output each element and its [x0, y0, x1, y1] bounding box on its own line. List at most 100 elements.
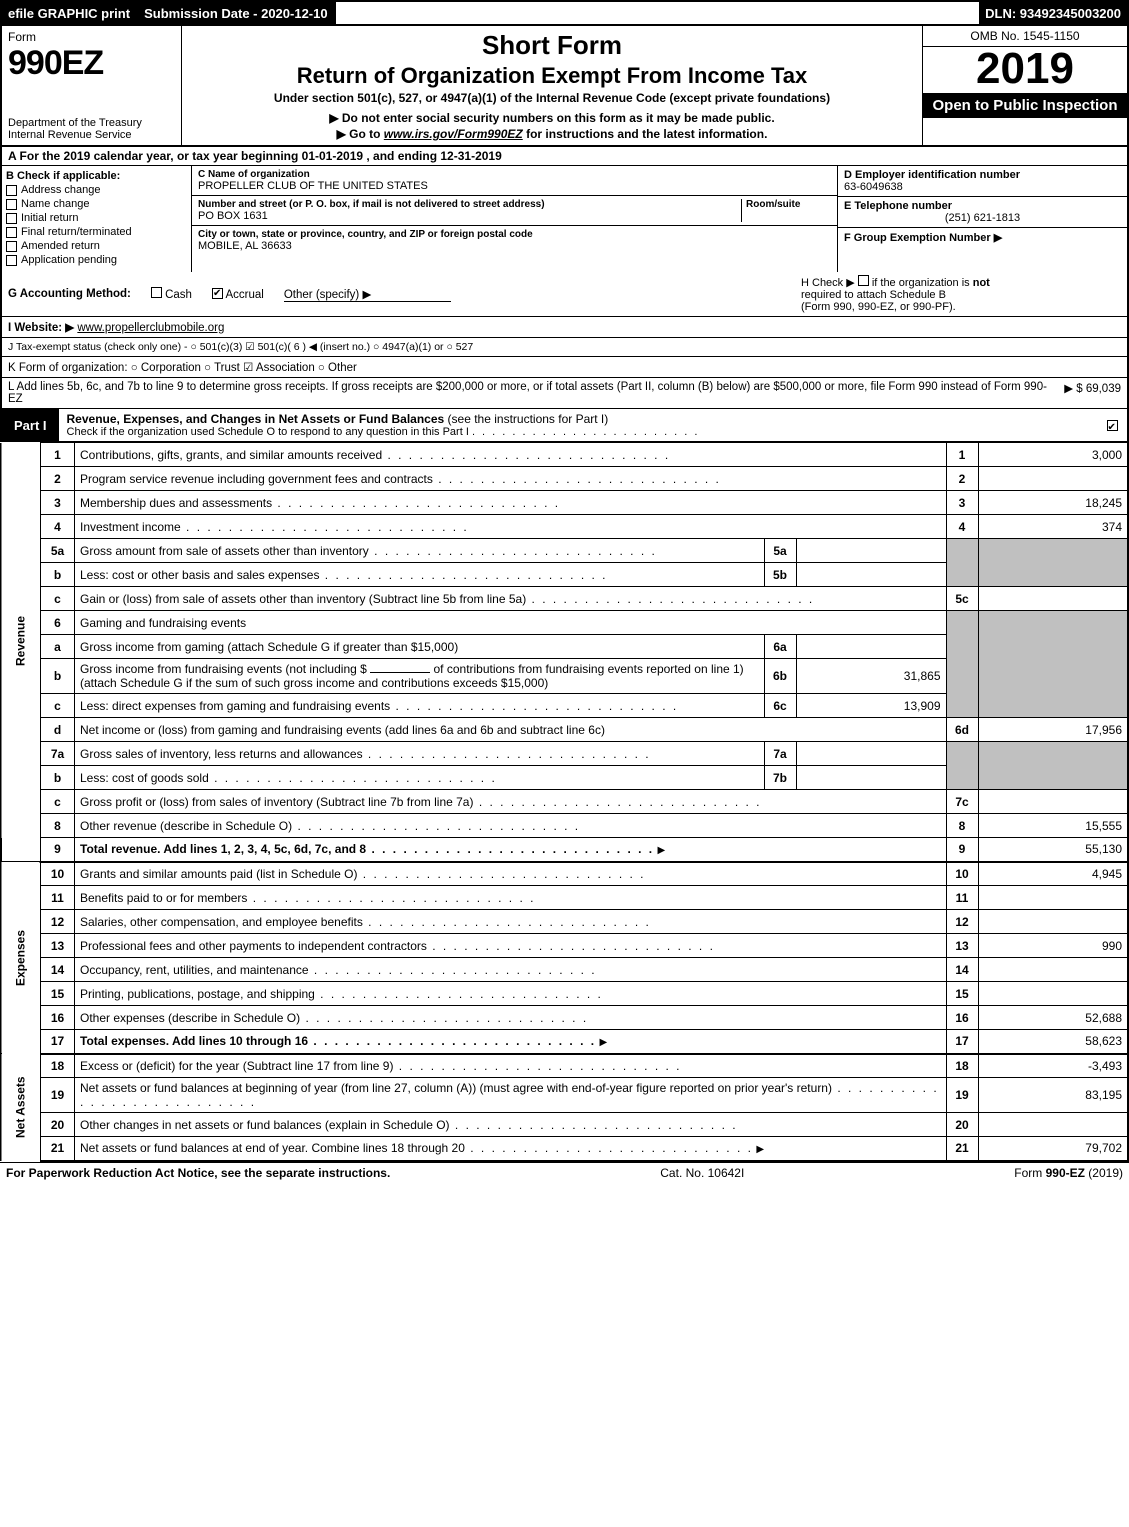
line-19: 19 Net assets or fund balances at beginn…	[1, 1078, 1128, 1113]
line-10: Expenses 10 Grants and similar amounts p…	[1, 862, 1128, 886]
line-2: 2 Program service revenue including gove…	[1, 467, 1128, 491]
line-17: 17 Total expenses. Add lines 10 through …	[1, 1030, 1128, 1054]
line-12: 12Salaries, other compensation, and empl…	[1, 910, 1128, 934]
org-name: PROPELLER CLUB OF THE UNITED STATES	[198, 180, 831, 192]
box-b: B Check if applicable: Address change Na…	[2, 166, 192, 272]
addr-label: Number and street (or P. O. box, if mail…	[198, 199, 741, 210]
chk-address-change[interactable]: Address change	[6, 184, 187, 196]
ein-value: 63-6049638	[844, 181, 1121, 193]
line-11: 11Benefits paid to or for members11	[1, 886, 1128, 910]
chk-cash[interactable]: Cash	[151, 287, 192, 301]
line-5a: 5a Gross amount from sale of assets othe…	[1, 539, 1128, 563]
footer-left: For Paperwork Reduction Act Notice, see …	[6, 1166, 390, 1180]
row-g-h: G Accounting Method: Cash Accrual Other …	[2, 272, 1127, 317]
room-label: Room/suite	[746, 199, 831, 210]
revenue-label: Revenue	[1, 443, 41, 838]
group-exempt-label: F Group Exemption Number ▶	[844, 231, 1121, 244]
line-8: 8 Other revenue (describe in Schedule O)…	[1, 814, 1128, 838]
goto-link[interactable]: www.irs.gov/Form990EZ	[384, 127, 523, 141]
goto-pre: ▶ Go to	[337, 127, 384, 141]
line-3: 3 Membership dues and assessments 3 18,2…	[1, 491, 1128, 515]
line-13: 13Professional fees and other payments t…	[1, 934, 1128, 958]
goto-post: for instructions and the latest informat…	[526, 127, 767, 141]
line-20: 20 Other changes in net assets or fund b…	[1, 1113, 1128, 1137]
other-specify[interactable]: Other (specify) ▶	[284, 287, 451, 302]
part-1-title: Revenue, Expenses, and Changes in Net As…	[59, 409, 1097, 441]
short-form-title: Short Form	[482, 30, 622, 61]
box-def: D Employer identification number 63-6049…	[837, 166, 1127, 272]
row-l: L Add lines 5b, 6c, and 7b to line 9 to …	[2, 378, 1127, 409]
website-label: I Website: ▶	[8, 322, 74, 334]
form-number: 990EZ	[8, 44, 175, 83]
line-6d: d Net income or (loss) from gaming and f…	[1, 718, 1128, 742]
submission-date: Submission Date - 2020-12-10	[138, 2, 336, 24]
irs-label: Internal Revenue Service	[8, 129, 175, 141]
chk-accrual[interactable]: Accrual	[212, 288, 264, 301]
line-15: 15Printing, publications, postage, and s…	[1, 982, 1128, 1006]
dept-label: Department of the Treasury	[8, 117, 175, 129]
phone-value: (251) 621-1813	[844, 212, 1121, 224]
part-1-checkbox[interactable]	[1097, 409, 1127, 441]
line-16: 16Other expenses (describe in Schedule O…	[1, 1006, 1128, 1030]
row-h: H Check ▶ if the organization is not req…	[801, 275, 1121, 313]
row-i: I Website: ▶ www.propellerclubmobile.org	[2, 317, 1127, 338]
part-1-table: Revenue 1 Contributions, gifts, grants, …	[0, 442, 1129, 1162]
line-14: 14Occupancy, rent, utilities, and mainte…	[1, 958, 1128, 982]
footer-right: Form Form 990-EZ (2019)990-EZ (2019)	[1014, 1166, 1123, 1180]
part-1-label: Part I	[2, 409, 59, 441]
do-not-enter: ▶ Do not enter social security numbers o…	[329, 111, 774, 125]
tax-period: A For the 2019 calendar year, or tax yea…	[0, 147, 1129, 166]
chk-initial-return[interactable]: Initial return	[6, 212, 187, 224]
part-1-header: Part I Revenue, Expenses, and Changes in…	[0, 409, 1129, 442]
entity-block: B Check if applicable: Address change Na…	[0, 166, 1129, 272]
org-name-label: C Name of organization	[198, 169, 831, 180]
line-7c: c Gross profit or (loss) from sales of i…	[1, 790, 1128, 814]
open-public: Open to Public Inspection	[923, 93, 1127, 118]
top-bar: efile GRAPHIC print Submission Date - 20…	[0, 0, 1129, 26]
line-5c: c Gain or (loss) from sale of assets oth…	[1, 587, 1128, 611]
line-4: 4 Investment income 4 374	[1, 515, 1128, 539]
chk-schedule-b[interactable]	[858, 275, 869, 286]
chk-amended-return[interactable]: Amended return	[6, 240, 187, 252]
line-7a: 7a Gross sales of inventory, less return…	[1, 742, 1128, 766]
addr: PO BOX 1631	[198, 210, 741, 222]
header-rows: G Accounting Method: Cash Accrual Other …	[0, 272, 1129, 409]
city: MOBILE, AL 36633	[198, 240, 831, 252]
header-right: OMB No. 1545-1150 2019 Open to Public In…	[922, 26, 1127, 145]
accounting-label: G Accounting Method:	[8, 288, 131, 300]
chk-final-return[interactable]: Final return/terminated	[6, 226, 187, 238]
page-footer: For Paperwork Reduction Act Notice, see …	[0, 1162, 1129, 1183]
header-left: Form 990EZ Department of the Treasury In…	[2, 26, 182, 145]
efile-label[interactable]: efile GRAPHIC print	[2, 2, 138, 24]
dln-label: DLN: 93492345003200	[979, 2, 1127, 24]
phone-label: E Telephone number	[844, 200, 1121, 212]
ein-label: D Employer identification number	[844, 169, 1121, 181]
part-1-check-line: Check if the organization used Schedule …	[67, 426, 1089, 438]
website-value[interactable]: www.propellerclubmobile.org	[77, 322, 224, 334]
spacer	[336, 2, 980, 24]
under-section: Under section 501(c), 527, or 4947(a)(1)…	[274, 91, 830, 105]
header-mid: Short Form Return of Organization Exempt…	[182, 26, 922, 145]
line-9: 9 Total revenue. Add lines 1, 2, 3, 4, 5…	[1, 838, 1128, 862]
tax-year: 2019	[923, 47, 1127, 91]
form-word: Form	[8, 30, 175, 44]
chk-name-change[interactable]: Name change	[6, 198, 187, 210]
line-1: Revenue 1 Contributions, gifts, grants, …	[1, 443, 1128, 467]
city-label: City or town, state or province, country…	[198, 229, 831, 240]
netassets-label: Net Assets	[1, 1054, 41, 1161]
goto-line: ▶ Go to www.irs.gov/Form990EZ for instru…	[337, 127, 768, 141]
line-21: 21 Net assets or fund balances at end of…	[1, 1137, 1128, 1161]
form-header: Form 990EZ Department of the Treasury In…	[0, 26, 1129, 147]
footer-mid: Cat. No. 10642I	[660, 1166, 744, 1180]
return-title: Return of Organization Exempt From Incom…	[297, 63, 808, 89]
line-6: 6 Gaming and fundraising events	[1, 611, 1128, 635]
line-18: Net Assets 18 Excess or (deficit) for th…	[1, 1054, 1128, 1078]
row-l-text: L Add lines 5b, 6c, and 7b to line 9 to …	[8, 381, 1054, 405]
row-j: J Tax-exempt status (check only one) - ○…	[2, 338, 1127, 357]
box-c: C Name of organization PROPELLER CLUB OF…	[192, 166, 837, 272]
chk-application-pending[interactable]: Application pending	[6, 254, 187, 266]
expenses-label: Expenses	[1, 862, 41, 1054]
box-b-label: B Check if applicable:	[6, 170, 187, 182]
row-k: K Form of organization: ○ Corporation ○ …	[2, 357, 1127, 378]
row-l-amount: ▶ $ 69,039	[1054, 381, 1121, 405]
